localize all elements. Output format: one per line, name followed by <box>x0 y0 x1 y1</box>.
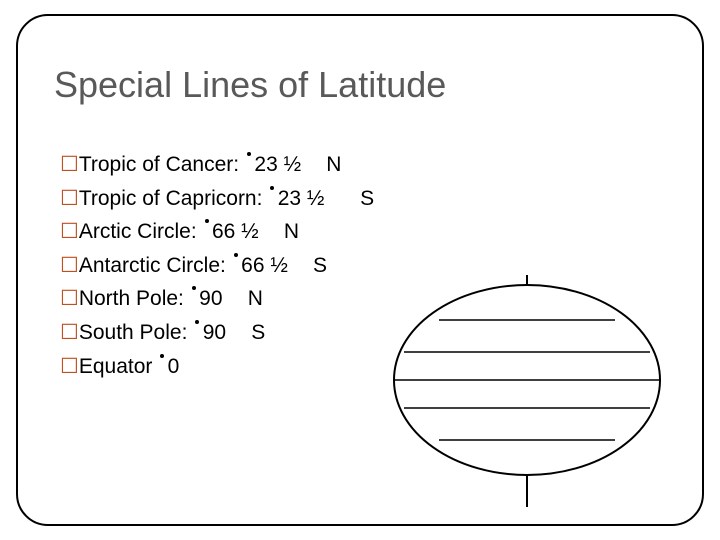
slide-title: Special Lines of Latitude <box>54 64 446 106</box>
item-direction: S <box>251 321 265 344</box>
list-item: ☐Equator 0 <box>60 350 374 384</box>
item-label: Antarctic Circle: <box>79 254 232 277</box>
slide: Special Lines of Latitude ☐Tropic of Can… <box>0 0 720 540</box>
item-direction: N <box>248 287 263 310</box>
item-direction: N <box>326 153 341 176</box>
item-label: Tropic of Capricorn: <box>79 187 268 210</box>
item-value: 23 ½ <box>278 187 325 210</box>
square-bullet-icon: ☐ <box>60 321 79 344</box>
item-value: 90 <box>203 321 226 344</box>
globe-diagram <box>390 275 670 520</box>
square-bullet-icon: ☐ <box>60 220 79 243</box>
square-bullet-icon: ☐ <box>60 187 79 210</box>
square-bullet-icon: ☐ <box>60 287 79 310</box>
item-value: 66 ½ <box>212 220 259 243</box>
square-bullet-icon: ☐ <box>60 355 79 378</box>
list-item: ☐Antarctic Circle: 66 ½ S <box>60 249 374 283</box>
list-item: ☐North Pole: 90 N <box>60 282 374 316</box>
item-direction: S <box>313 254 327 277</box>
item-value: 0 <box>168 355 180 378</box>
list-item: ☐Arctic Circle: 66 ½ N <box>60 215 374 249</box>
list-item: ☐South Pole: 90 S <box>60 316 374 350</box>
square-bullet-icon: ☐ <box>60 153 79 176</box>
item-label: South Pole: <box>79 321 193 344</box>
item-direction: N <box>284 220 299 243</box>
list-item: ☐Tropic of Cancer: 23 ½ N <box>60 148 374 182</box>
item-label: North Pole: <box>79 287 190 310</box>
item-label: Tropic of Cancer: <box>79 153 245 176</box>
list-item: ☐Tropic of Capricorn: 23 ½ S <box>60 182 374 216</box>
item-label: Equator <box>79 355 158 378</box>
item-value: 23 ½ <box>254 153 301 176</box>
item-value: 90 <box>199 287 222 310</box>
square-bullet-icon: ☐ <box>60 254 79 277</box>
item-label: Arctic Circle: <box>79 220 203 243</box>
content-list: ☐Tropic of Cancer: 23 ½N☐Tropic of Capri… <box>60 148 374 383</box>
item-direction: S <box>360 187 374 210</box>
item-value: 66 ½ <box>241 254 288 277</box>
